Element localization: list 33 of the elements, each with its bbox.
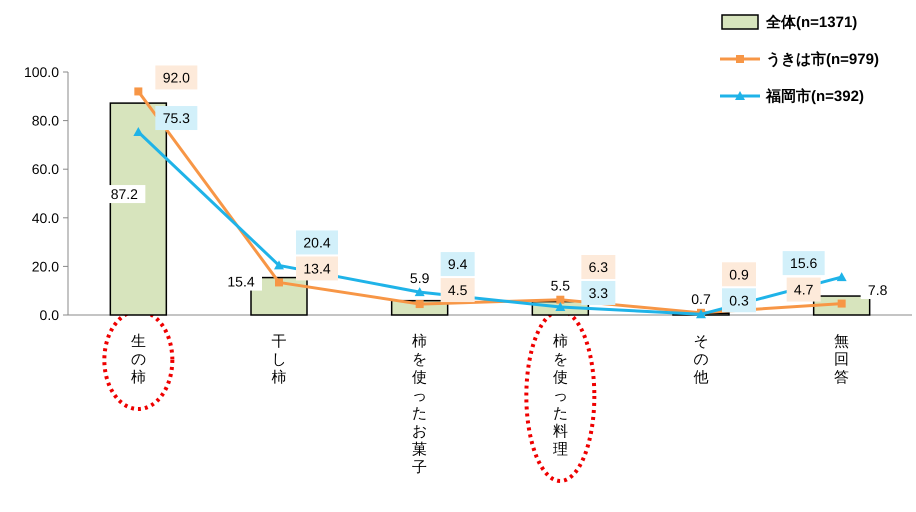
data-label: 92.0 bbox=[162, 69, 190, 86]
data-label: 13.4 bbox=[303, 260, 331, 276]
data-label: 4.5 bbox=[448, 282, 468, 298]
y-tick-label: 40.0 bbox=[32, 210, 60, 226]
data-label: 0.3 bbox=[729, 292, 749, 308]
data-label: 5.9 bbox=[410, 270, 430, 286]
data-label: 15.6 bbox=[790, 255, 818, 272]
legend-label: 全体(n=1371) bbox=[765, 14, 858, 31]
y-tick-label: 0.0 bbox=[40, 307, 60, 323]
data-label: 87.2 bbox=[110, 186, 138, 202]
data-label: 3.3 bbox=[588, 284, 608, 301]
x-tick-label: 無回答 bbox=[834, 333, 850, 386]
data-label: 15.4 bbox=[227, 274, 255, 290]
x-tick-label: その他 bbox=[694, 333, 708, 386]
legend-label: うきは市(n=979) bbox=[766, 50, 879, 68]
data-label: 7.8 bbox=[868, 282, 888, 298]
data-label: 20.4 bbox=[303, 234, 331, 250]
data-label: 0.7 bbox=[691, 290, 711, 307]
legend-label: 福岡市(n=392) bbox=[765, 87, 864, 105]
x-tick-label: 干し柿 bbox=[272, 333, 286, 386]
data-label: 0.9 bbox=[729, 266, 749, 282]
y-tick-label: 100.0 bbox=[24, 64, 60, 80]
data-label: 5.5 bbox=[550, 278, 570, 294]
y-tick-label: 80.0 bbox=[32, 112, 60, 129]
y-tick-label: 20.0 bbox=[32, 258, 60, 274]
x-tick-label: 柿を使ったお菓子 bbox=[412, 333, 428, 476]
data-label: 4.7 bbox=[794, 282, 814, 298]
x-tick-label: 生の柿 bbox=[130, 333, 146, 386]
data-label: 9.4 bbox=[448, 256, 468, 272]
data-label: 75.3 bbox=[162, 110, 190, 126]
data-label: 6.3 bbox=[588, 258, 608, 275]
x-tick-label: 柿を使った料理 bbox=[552, 333, 568, 458]
y-tick-label: 60.0 bbox=[32, 161, 60, 178]
